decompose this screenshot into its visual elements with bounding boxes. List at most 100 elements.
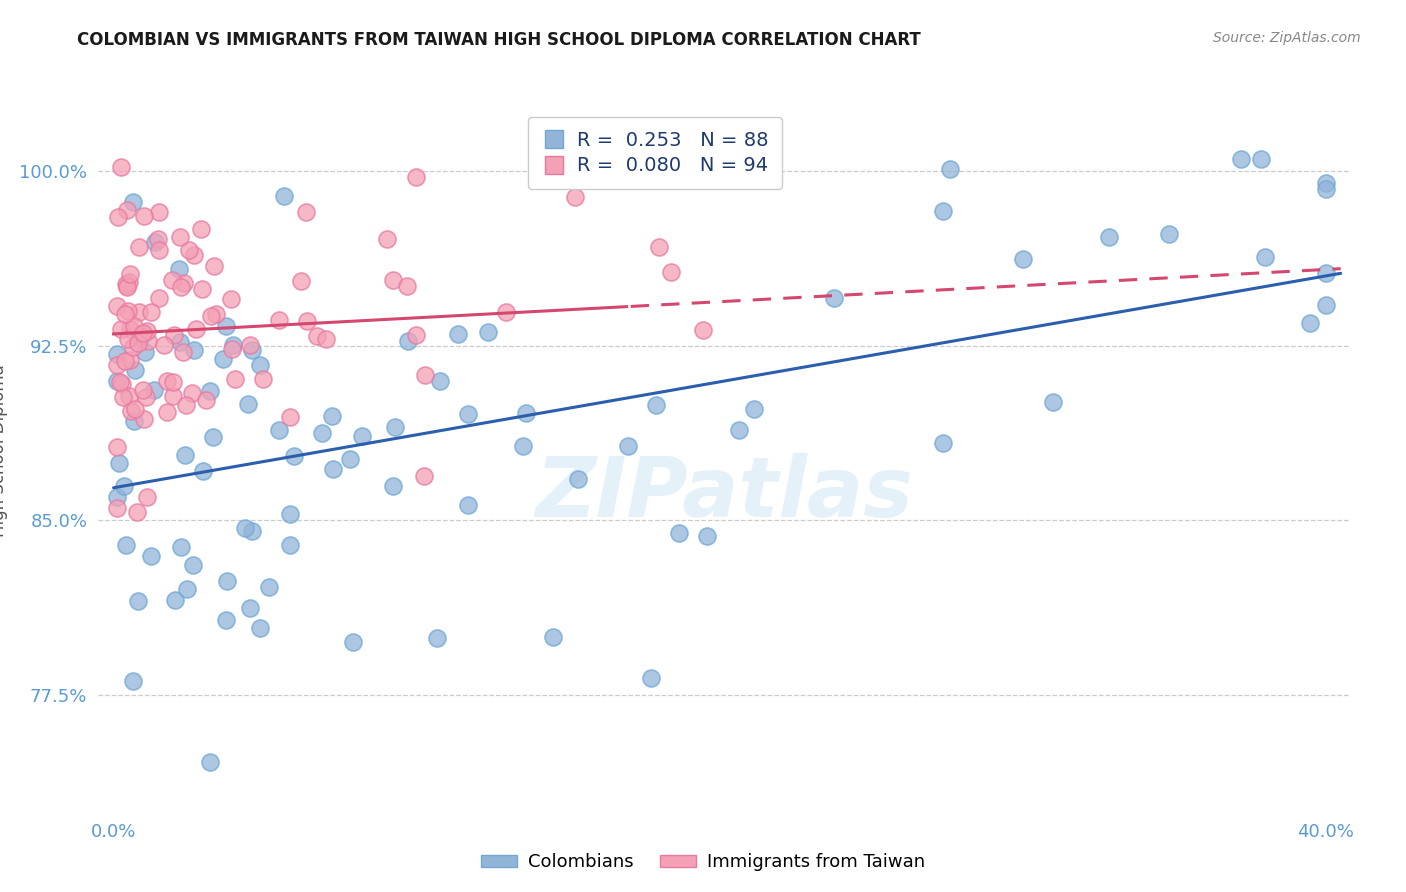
Point: [124, 414, 146, 428]
Point: [135, 490, 157, 504]
Point: [120, 404, 142, 418]
Point: [110, 321, 132, 335]
Point: [134, 411, 156, 425]
Point: [162, 375, 184, 389]
Point: [645, 398, 668, 412]
Point: [375, 232, 398, 246]
Point: [307, 329, 329, 343]
Point: [350, 429, 373, 443]
Point: [141, 549, 163, 564]
Point: [224, 372, 246, 386]
Point: [170, 279, 193, 293]
Point: [457, 498, 479, 512]
Point: [128, 329, 150, 343]
Point: [1315, 266, 1337, 280]
Point: [128, 327, 150, 342]
Point: [398, 334, 420, 349]
Point: [125, 505, 148, 519]
Point: [169, 334, 191, 349]
Point: [252, 372, 274, 386]
Point: [269, 313, 291, 327]
Text: ZIPatlas: ZIPatlas: [536, 453, 912, 534]
Point: [105, 501, 128, 516]
Point: [233, 521, 256, 535]
Point: [117, 278, 139, 293]
Point: [278, 538, 301, 552]
Point: [221, 343, 243, 357]
Point: [221, 293, 243, 307]
Point: [339, 452, 361, 467]
Point: [342, 635, 364, 649]
Point: [240, 524, 263, 538]
Point: [290, 274, 312, 288]
Point: [198, 384, 221, 399]
Point: [122, 318, 145, 333]
Point: [616, 152, 638, 166]
Point: [283, 449, 305, 463]
Point: [136, 334, 159, 348]
Point: [1098, 230, 1121, 244]
Point: [169, 540, 191, 554]
Point: [172, 345, 194, 359]
Point: [222, 338, 245, 352]
Point: [1315, 182, 1337, 196]
Point: [156, 374, 179, 388]
Point: [148, 205, 170, 219]
Point: [183, 343, 205, 357]
Point: [132, 209, 155, 223]
Point: [184, 322, 207, 336]
Point: [239, 338, 262, 352]
Point: [381, 272, 404, 286]
Point: [131, 383, 153, 397]
Point: [105, 347, 128, 361]
Point: [122, 194, 145, 209]
Point: [177, 244, 200, 258]
Point: [1254, 250, 1277, 264]
Point: [163, 328, 186, 343]
Point: [278, 507, 301, 521]
Point: [118, 322, 141, 336]
Point: [139, 305, 162, 319]
Point: [148, 291, 170, 305]
Point: [198, 755, 221, 769]
Point: [1299, 317, 1322, 331]
Point: [112, 479, 135, 493]
Point: [211, 352, 233, 367]
Point: [447, 327, 470, 342]
Point: [322, 462, 344, 476]
Point: [249, 358, 271, 372]
Point: [162, 272, 184, 286]
Point: [215, 613, 238, 627]
Point: [105, 299, 128, 313]
Point: [647, 239, 669, 253]
Point: [215, 574, 238, 589]
Point: [111, 377, 134, 392]
Point: [183, 248, 205, 262]
Point: [120, 353, 142, 368]
Point: [495, 305, 517, 319]
Point: [191, 463, 214, 477]
Point: [692, 323, 714, 337]
Point: [412, 468, 434, 483]
Point: [215, 318, 238, 333]
Point: [127, 594, 149, 608]
Legend: R =  0.253   N = 88, R =  0.080   N = 94: R = 0.253 N = 88, R = 0.080 N = 94: [529, 117, 782, 189]
Point: [176, 582, 198, 597]
Point: [128, 305, 150, 319]
Point: [413, 368, 436, 383]
Point: [1042, 395, 1064, 409]
Point: [162, 389, 184, 403]
Point: [190, 222, 212, 236]
Point: [105, 441, 128, 455]
Point: [202, 430, 225, 444]
Point: [195, 393, 218, 408]
Point: [105, 491, 128, 505]
Point: [405, 169, 427, 184]
Point: [1315, 177, 1337, 191]
Point: [429, 374, 451, 388]
Point: [932, 203, 955, 218]
Point: [174, 399, 197, 413]
Point: [180, 386, 202, 401]
Point: [191, 282, 214, 296]
Point: [205, 307, 228, 321]
